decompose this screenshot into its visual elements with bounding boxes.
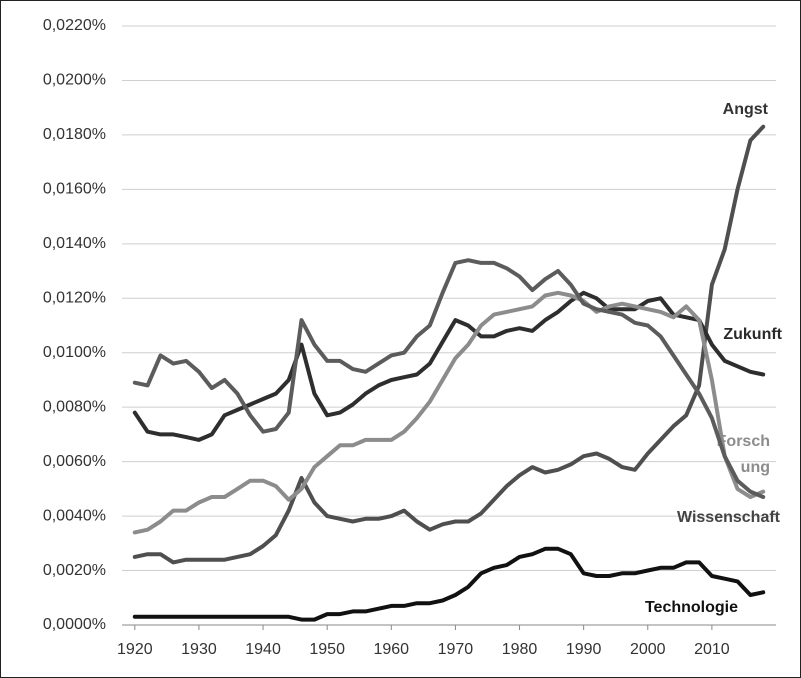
- y-tick-label: 0,0040%: [43, 507, 106, 524]
- series-label: Zukunft: [723, 326, 782, 343]
- series-label: Wissenschaft: [677, 509, 781, 526]
- y-tick-label: 0,0120%: [43, 289, 106, 306]
- y-tick-label: 0,0200%: [43, 72, 106, 89]
- series-label: Technologie: [645, 599, 738, 616]
- y-tick-label: 0,0220%: [43, 17, 106, 34]
- x-tick-label: 1940: [245, 641, 281, 658]
- series-line: [132, 258, 766, 499]
- x-tick-label: 2000: [630, 641, 666, 658]
- y-tick-label: 0,0140%: [43, 235, 106, 252]
- y-tick-label: 0,0020%: [43, 562, 106, 579]
- x-tick-label: 1980: [502, 641, 538, 658]
- y-tick-label: 0,0160%: [43, 181, 106, 198]
- series-label: Forsch ung: [717, 433, 770, 476]
- x-tick-label: 1930: [181, 641, 217, 658]
- y-tick-label: 0,0060%: [43, 453, 106, 470]
- x-tick-label: 1970: [438, 641, 474, 658]
- label-line: ung: [741, 459, 770, 476]
- series-line: [132, 124, 766, 565]
- label-line: Forsch: [717, 433, 770, 450]
- y-tick-label: 0,0180%: [43, 126, 106, 143]
- series-line: [132, 546, 766, 622]
- series-label: Angst: [723, 101, 769, 118]
- y-tick-label: 0,0080%: [43, 398, 106, 415]
- x-tick-label: 1950: [309, 641, 345, 658]
- x-tick-label: 2010: [694, 641, 730, 658]
- series-line: [132, 290, 766, 442]
- series-line: [132, 290, 766, 535]
- y-tick-label: 0,0100%: [43, 344, 106, 361]
- x-tick-label: 1920: [117, 641, 153, 658]
- y-tick-label: 0,0000%: [43, 616, 106, 633]
- x-tick-label: 1990: [566, 641, 602, 658]
- x-tick-label: 1960: [373, 641, 409, 658]
